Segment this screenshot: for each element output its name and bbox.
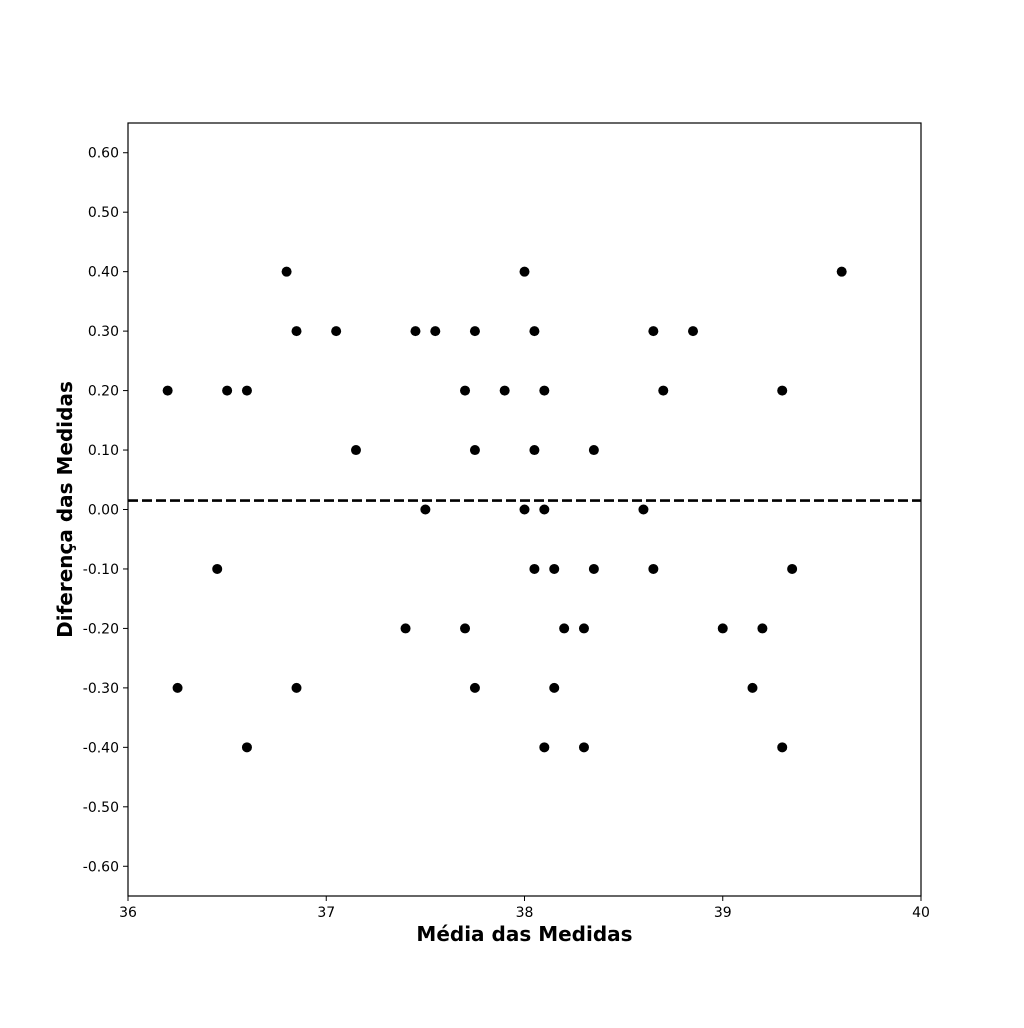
scatter-point <box>578 623 589 634</box>
scatter-point <box>420 504 431 515</box>
x-tick-label: 38 <box>516 905 534 921</box>
scatter-point <box>410 326 421 337</box>
y-tick-label: 0.50 <box>88 205 119 221</box>
scatter-point <box>648 563 659 574</box>
scatter-point <box>222 385 233 396</box>
scatter-point <box>658 385 669 396</box>
scatter-point <box>529 563 540 574</box>
scatter-point <box>460 623 471 634</box>
marks-layer <box>128 266 921 753</box>
scatter-point <box>787 563 798 574</box>
scatter-point <box>747 682 758 693</box>
scatter-point <box>757 623 768 634</box>
scatter-point <box>717 623 728 634</box>
x-tick-label: 36 <box>119 905 137 921</box>
scatter-point <box>350 445 361 456</box>
scatter-point <box>648 326 659 337</box>
y-tick-label: -0.40 <box>83 740 119 756</box>
y-tick-label: 0.30 <box>88 324 119 340</box>
scatter-point <box>241 385 252 396</box>
y-tick-label: 0.60 <box>88 146 119 162</box>
scatter-point <box>588 445 599 456</box>
scatter-point <box>519 266 530 277</box>
scatter-point <box>291 326 302 337</box>
scatter-point <box>499 385 510 396</box>
scatter-point <box>430 326 441 337</box>
scatter-point <box>212 563 223 574</box>
scatter-point <box>777 385 788 396</box>
scatter-point <box>400 623 411 634</box>
y-tick-label: -0.20 <box>83 621 119 637</box>
scatter-point <box>539 504 550 515</box>
y-tick-label: -0.50 <box>83 800 119 816</box>
scatter-point <box>539 385 550 396</box>
scatter-point <box>162 385 173 396</box>
scatter-point <box>241 742 252 753</box>
scatter-point <box>539 742 550 753</box>
y-tick-label: -0.30 <box>83 681 119 697</box>
y-tick-label: 0.20 <box>88 384 119 400</box>
y-tick-label: 0.10 <box>88 443 119 459</box>
scatter-point <box>172 682 183 693</box>
scatter-point <box>281 266 292 277</box>
scatter-point <box>559 623 570 634</box>
scatter-point <box>549 682 560 693</box>
x-tick-label: 39 <box>714 905 732 921</box>
scatter-point <box>469 326 480 337</box>
scatter-point <box>529 445 540 456</box>
x-axis-ticks: 36 37 38 39 40 <box>119 896 930 921</box>
scatter-point <box>777 742 788 753</box>
scatter-point <box>578 742 589 753</box>
y-tick-label: 0.40 <box>88 265 119 281</box>
y-tick-label: -0.10 <box>83 562 119 578</box>
y-axis-ticks: 0.60 0.50 0.40 0.30 0.20 0.10 0.00 -0.10 -0.20 -0… <box>83 146 128 875</box>
scatter-point <box>469 445 480 456</box>
scatter-point <box>836 266 847 277</box>
x-tick-label: 40 <box>912 905 930 921</box>
scatter-point <box>291 682 302 693</box>
scatter-point <box>638 504 649 515</box>
scatter-point <box>549 563 560 574</box>
y-tick-label: -0.60 <box>83 859 119 875</box>
y-axis-title: Diferença das Medidas <box>53 381 77 638</box>
x-tick-label: 37 <box>317 905 335 921</box>
scatter-point <box>529 326 540 337</box>
scatter-point <box>519 504 530 515</box>
x-axis-title: Média das Medidas <box>416 922 632 946</box>
scatter-point <box>460 385 471 396</box>
scatter-point <box>588 563 599 574</box>
scatter-point <box>688 326 699 337</box>
scatter-point <box>331 326 342 337</box>
y-tick-label: 0.00 <box>88 503 119 519</box>
scatter-point <box>469 682 480 693</box>
